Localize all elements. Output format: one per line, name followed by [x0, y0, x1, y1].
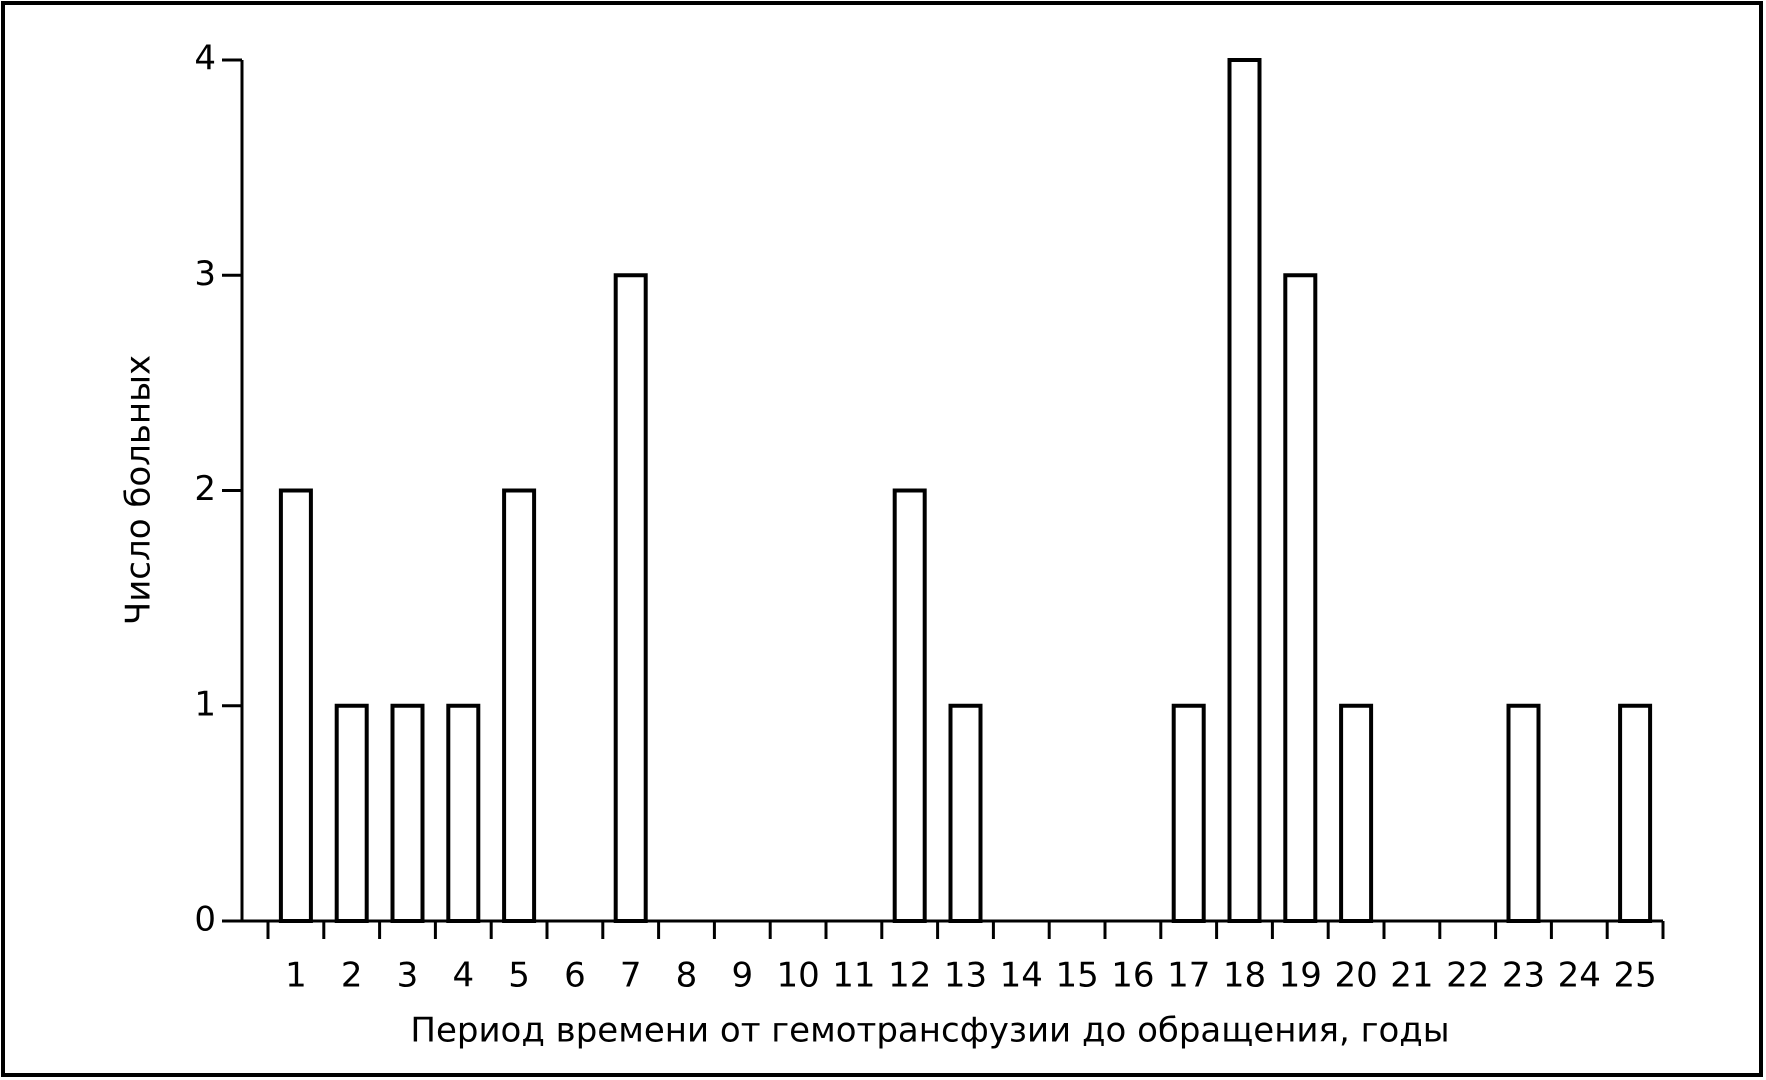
x-tick-label: 16	[1111, 956, 1154, 996]
bar	[502, 488, 537, 923]
x-tick-label: 23	[1502, 956, 1545, 996]
bar	[1283, 273, 1318, 923]
x-tick-label: 4	[452, 956, 474, 996]
x-tick-label: 8	[676, 956, 698, 996]
bar	[446, 703, 481, 923]
bar	[1506, 703, 1541, 923]
x-tick-label: 5	[508, 956, 530, 996]
y-axis-label: Число больных	[119, 355, 159, 625]
x-tick-label: 1	[285, 956, 307, 996]
x-tick-label: 19	[1279, 956, 1322, 996]
bar	[334, 703, 369, 923]
x-tick-label: 2	[341, 956, 363, 996]
bar	[390, 703, 425, 923]
y-tick-label: 3	[194, 254, 216, 294]
bar	[948, 703, 983, 923]
y-tick-label: 0	[194, 900, 216, 940]
bar	[278, 488, 313, 923]
x-tick-label: 15	[1055, 956, 1098, 996]
x-tick-label: 6	[564, 956, 586, 996]
x-tick-label: 21	[1390, 956, 1433, 996]
y-tick-label: 2	[194, 469, 216, 509]
x-tick-label: 9	[731, 956, 753, 996]
bar	[892, 488, 927, 923]
bar	[1618, 703, 1653, 923]
x-tick-label: 10	[776, 956, 819, 996]
x-tick-label: 20	[1334, 956, 1377, 996]
x-tick-label: 3	[397, 956, 419, 996]
x-tick-label: 13	[944, 956, 987, 996]
x-tick-label: 11	[832, 956, 875, 996]
x-tick-label: 14	[1000, 956, 1043, 996]
x-tick-label: 18	[1223, 956, 1266, 996]
x-tick-label: 17	[1167, 956, 1210, 996]
bar	[1339, 703, 1374, 923]
bar	[613, 273, 648, 923]
x-tick-label: 12	[888, 956, 931, 996]
y-tick-label: 1	[194, 684, 216, 724]
x-tick-label: 25	[1613, 956, 1656, 996]
bar	[1171, 703, 1206, 923]
x-tick-label: 22	[1446, 956, 1489, 996]
x-axis-label: Период времени от гемотрансфузии до обра…	[410, 1011, 1449, 1051]
x-tick-label: 24	[1558, 956, 1601, 996]
y-tick-label: 4	[194, 39, 216, 79]
bar	[1227, 58, 1262, 923]
x-tick-label: 7	[620, 956, 642, 996]
